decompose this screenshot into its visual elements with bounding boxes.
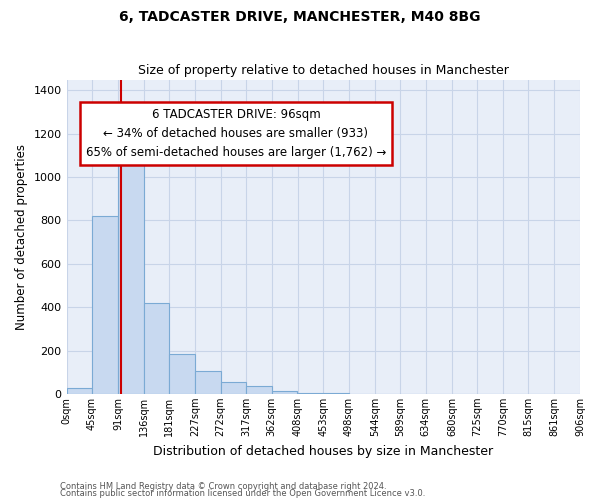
X-axis label: Distribution of detached houses by size in Manchester: Distribution of detached houses by size … — [153, 444, 493, 458]
Bar — [272, 390, 297, 394]
Text: 6, TADCASTER DRIVE, MANCHESTER, M40 8BG: 6, TADCASTER DRIVE, MANCHESTER, M40 8BG — [119, 10, 481, 24]
Text: 6 TADCASTER DRIVE: 96sqm
← 34% of detached houses are smaller (933)
65% of semi-: 6 TADCASTER DRIVE: 96sqm ← 34% of detach… — [86, 108, 386, 159]
Title: Size of property relative to detached houses in Manchester: Size of property relative to detached ho… — [138, 64, 509, 77]
Bar — [246, 386, 272, 394]
Bar — [92, 216, 118, 394]
Text: Contains HM Land Registry data © Crown copyright and database right 2024.: Contains HM Land Registry data © Crown c… — [60, 482, 386, 491]
Bar — [67, 388, 92, 394]
Y-axis label: Number of detached properties: Number of detached properties — [15, 144, 28, 330]
Bar — [169, 354, 194, 394]
Bar — [118, 160, 143, 394]
Bar — [221, 382, 246, 394]
Bar — [298, 393, 323, 394]
Bar — [143, 303, 169, 394]
Bar — [195, 371, 221, 394]
Text: Contains public sector information licensed under the Open Government Licence v3: Contains public sector information licen… — [60, 490, 425, 498]
